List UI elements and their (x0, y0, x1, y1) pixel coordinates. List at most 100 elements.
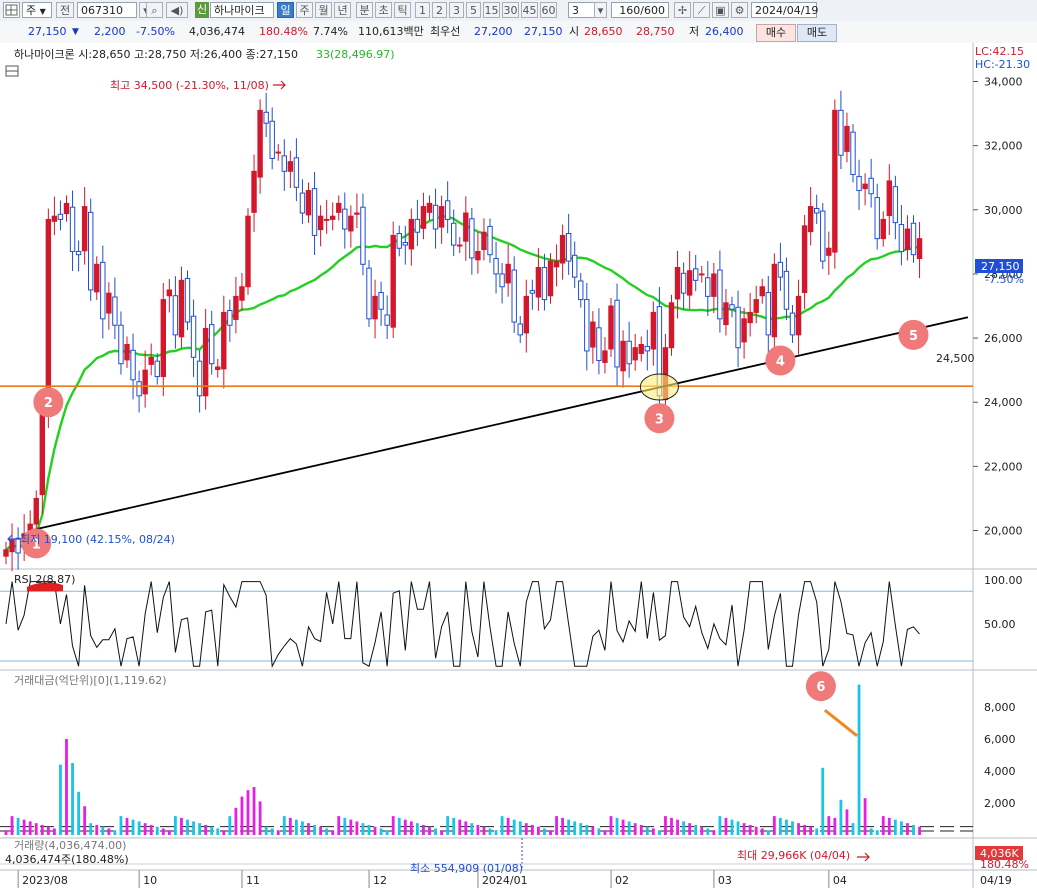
amount-bar (198, 823, 201, 835)
amount-bar (845, 809, 849, 835)
search-icon[interactable]: ⌕ (146, 2, 163, 18)
amount-bar (379, 828, 383, 835)
date-input[interactable]: 2024/04/19 (751, 2, 818, 18)
minute-option-3[interactable]: 3 (449, 2, 464, 18)
chart-canvas[interactable]: 34,00032,00030,00028,00026,00024,00022,0… (0, 43, 1037, 888)
candle-body (511, 269, 517, 323)
count-input[interactable]: 160/600 (611, 2, 669, 18)
price-tick-label: 22,000 (984, 460, 1023, 473)
minute-option-1[interactable]: 1 (415, 2, 430, 18)
volume-side-label: 4,036K (980, 847, 1019, 860)
amount-bar (409, 821, 413, 835)
period-tab-year[interactable]: 년 (334, 2, 351, 18)
candle-body (178, 279, 185, 338)
minute-option-60[interactable]: 60 (540, 2, 557, 18)
candle-body (541, 267, 548, 301)
volume-side-tag (975, 846, 1023, 860)
draw-line-icon[interactable]: ⟋ (693, 2, 710, 18)
amount-bar (222, 830, 226, 835)
candle-body (699, 273, 705, 276)
amount-bar (482, 826, 486, 835)
marker-label: 4 (776, 355, 785, 370)
amount-bar (234, 807, 238, 835)
view-button[interactable]: 전 (56, 2, 74, 18)
candle-body (789, 312, 796, 336)
candle-body (856, 175, 862, 192)
amount-bar (403, 819, 407, 835)
amount-bar (428, 826, 431, 835)
gear-icon[interactable]: ⚙ (731, 2, 748, 18)
minute-option-5[interactable]: 5 (466, 2, 481, 18)
crosshair-icon[interactable]: ✢ (674, 2, 691, 18)
period-tab-day[interactable]: 일 (277, 2, 294, 18)
candle-body (523, 295, 529, 334)
amount-bar (186, 819, 189, 835)
minute-option-45[interactable]: 45 (521, 2, 538, 18)
amount-bar (391, 816, 395, 835)
amount-bar (53, 828, 56, 835)
amount-bar (785, 819, 788, 835)
period-tab-second[interactable]: 초 (375, 2, 392, 18)
market-select[interactable]: 주 ▼ (22, 2, 52, 18)
amount-bar (561, 817, 564, 835)
candle-body (638, 343, 644, 354)
quote-volume-ratio: 180.48% (259, 25, 308, 38)
best-bid: 27,200 (474, 25, 513, 38)
amount-bar (452, 817, 456, 835)
amount-bar (742, 823, 746, 835)
x-tick-label: 10 (143, 874, 157, 887)
speaker-icon[interactable]: ◀) (166, 2, 188, 18)
amount-bar (833, 817, 837, 835)
amount-bar (512, 819, 516, 835)
sell-button[interactable]: 매도 (797, 24, 837, 42)
count-total: /600 (640, 4, 665, 17)
amount-bar (803, 824, 806, 835)
candle-body (584, 299, 590, 352)
marker-label: 2 (44, 396, 53, 411)
candle-body (124, 343, 130, 361)
amount-bar (766, 830, 770, 835)
amount-bar (264, 826, 268, 835)
candle-body (668, 302, 675, 349)
volume-side-pct: 180.48% (980, 858, 1029, 871)
amount-bar (670, 817, 673, 835)
count-display: 160 (619, 4, 641, 17)
period-tab-week[interactable]: 주 (296, 2, 313, 18)
candle-body (221, 311, 227, 370)
open-label: 시 (569, 25, 580, 38)
period-tab-minute[interactable]: 분 (356, 2, 373, 18)
amount-bar (361, 823, 365, 835)
candle-body (559, 234, 566, 264)
buy-button[interactable]: 매수 (756, 24, 796, 42)
rsi-layer: 100.00 50.00 (0, 574, 1023, 668)
amount-bar (809, 826, 813, 835)
price-tick-label: 20,000 (984, 525, 1023, 538)
minute-option-15[interactable]: 15 (483, 2, 500, 18)
amount-bar (918, 826, 921, 835)
candle-body (45, 218, 52, 412)
amount-bar (881, 816, 885, 835)
candle-body (838, 109, 844, 156)
quote-change-pct: -7.50% (136, 25, 175, 38)
grid-icon[interactable] (3, 2, 20, 18)
candle-body (444, 200, 451, 220)
volume-min-annotation: 최소 554,909 (01/08) (410, 862, 523, 875)
stock-name[interactable]: 하나마이크 (210, 2, 274, 18)
amount-bar (664, 816, 667, 835)
candle-body (3, 549, 9, 557)
chevron-down-icon[interactable]: ▾ (594, 2, 607, 18)
price-tick-label: 30,000 (984, 204, 1023, 217)
stock-code-input[interactable]: 067310 (77, 2, 137, 18)
minute-option-2[interactable]: 2 (432, 2, 447, 18)
minute-option-30[interactable]: 30 (502, 2, 519, 18)
candle-body (432, 204, 439, 230)
period-tab-tick[interactable]: 틱 (394, 2, 411, 18)
amount-bar (470, 823, 474, 835)
amount-bar (912, 824, 915, 835)
amount-bar (149, 824, 153, 835)
candle-body (693, 268, 699, 281)
save-icon[interactable]: ▣ (712, 2, 729, 18)
amount-bar (772, 816, 776, 835)
period-tab-month[interactable]: 월 (315, 2, 332, 18)
candle-body (166, 289, 173, 297)
